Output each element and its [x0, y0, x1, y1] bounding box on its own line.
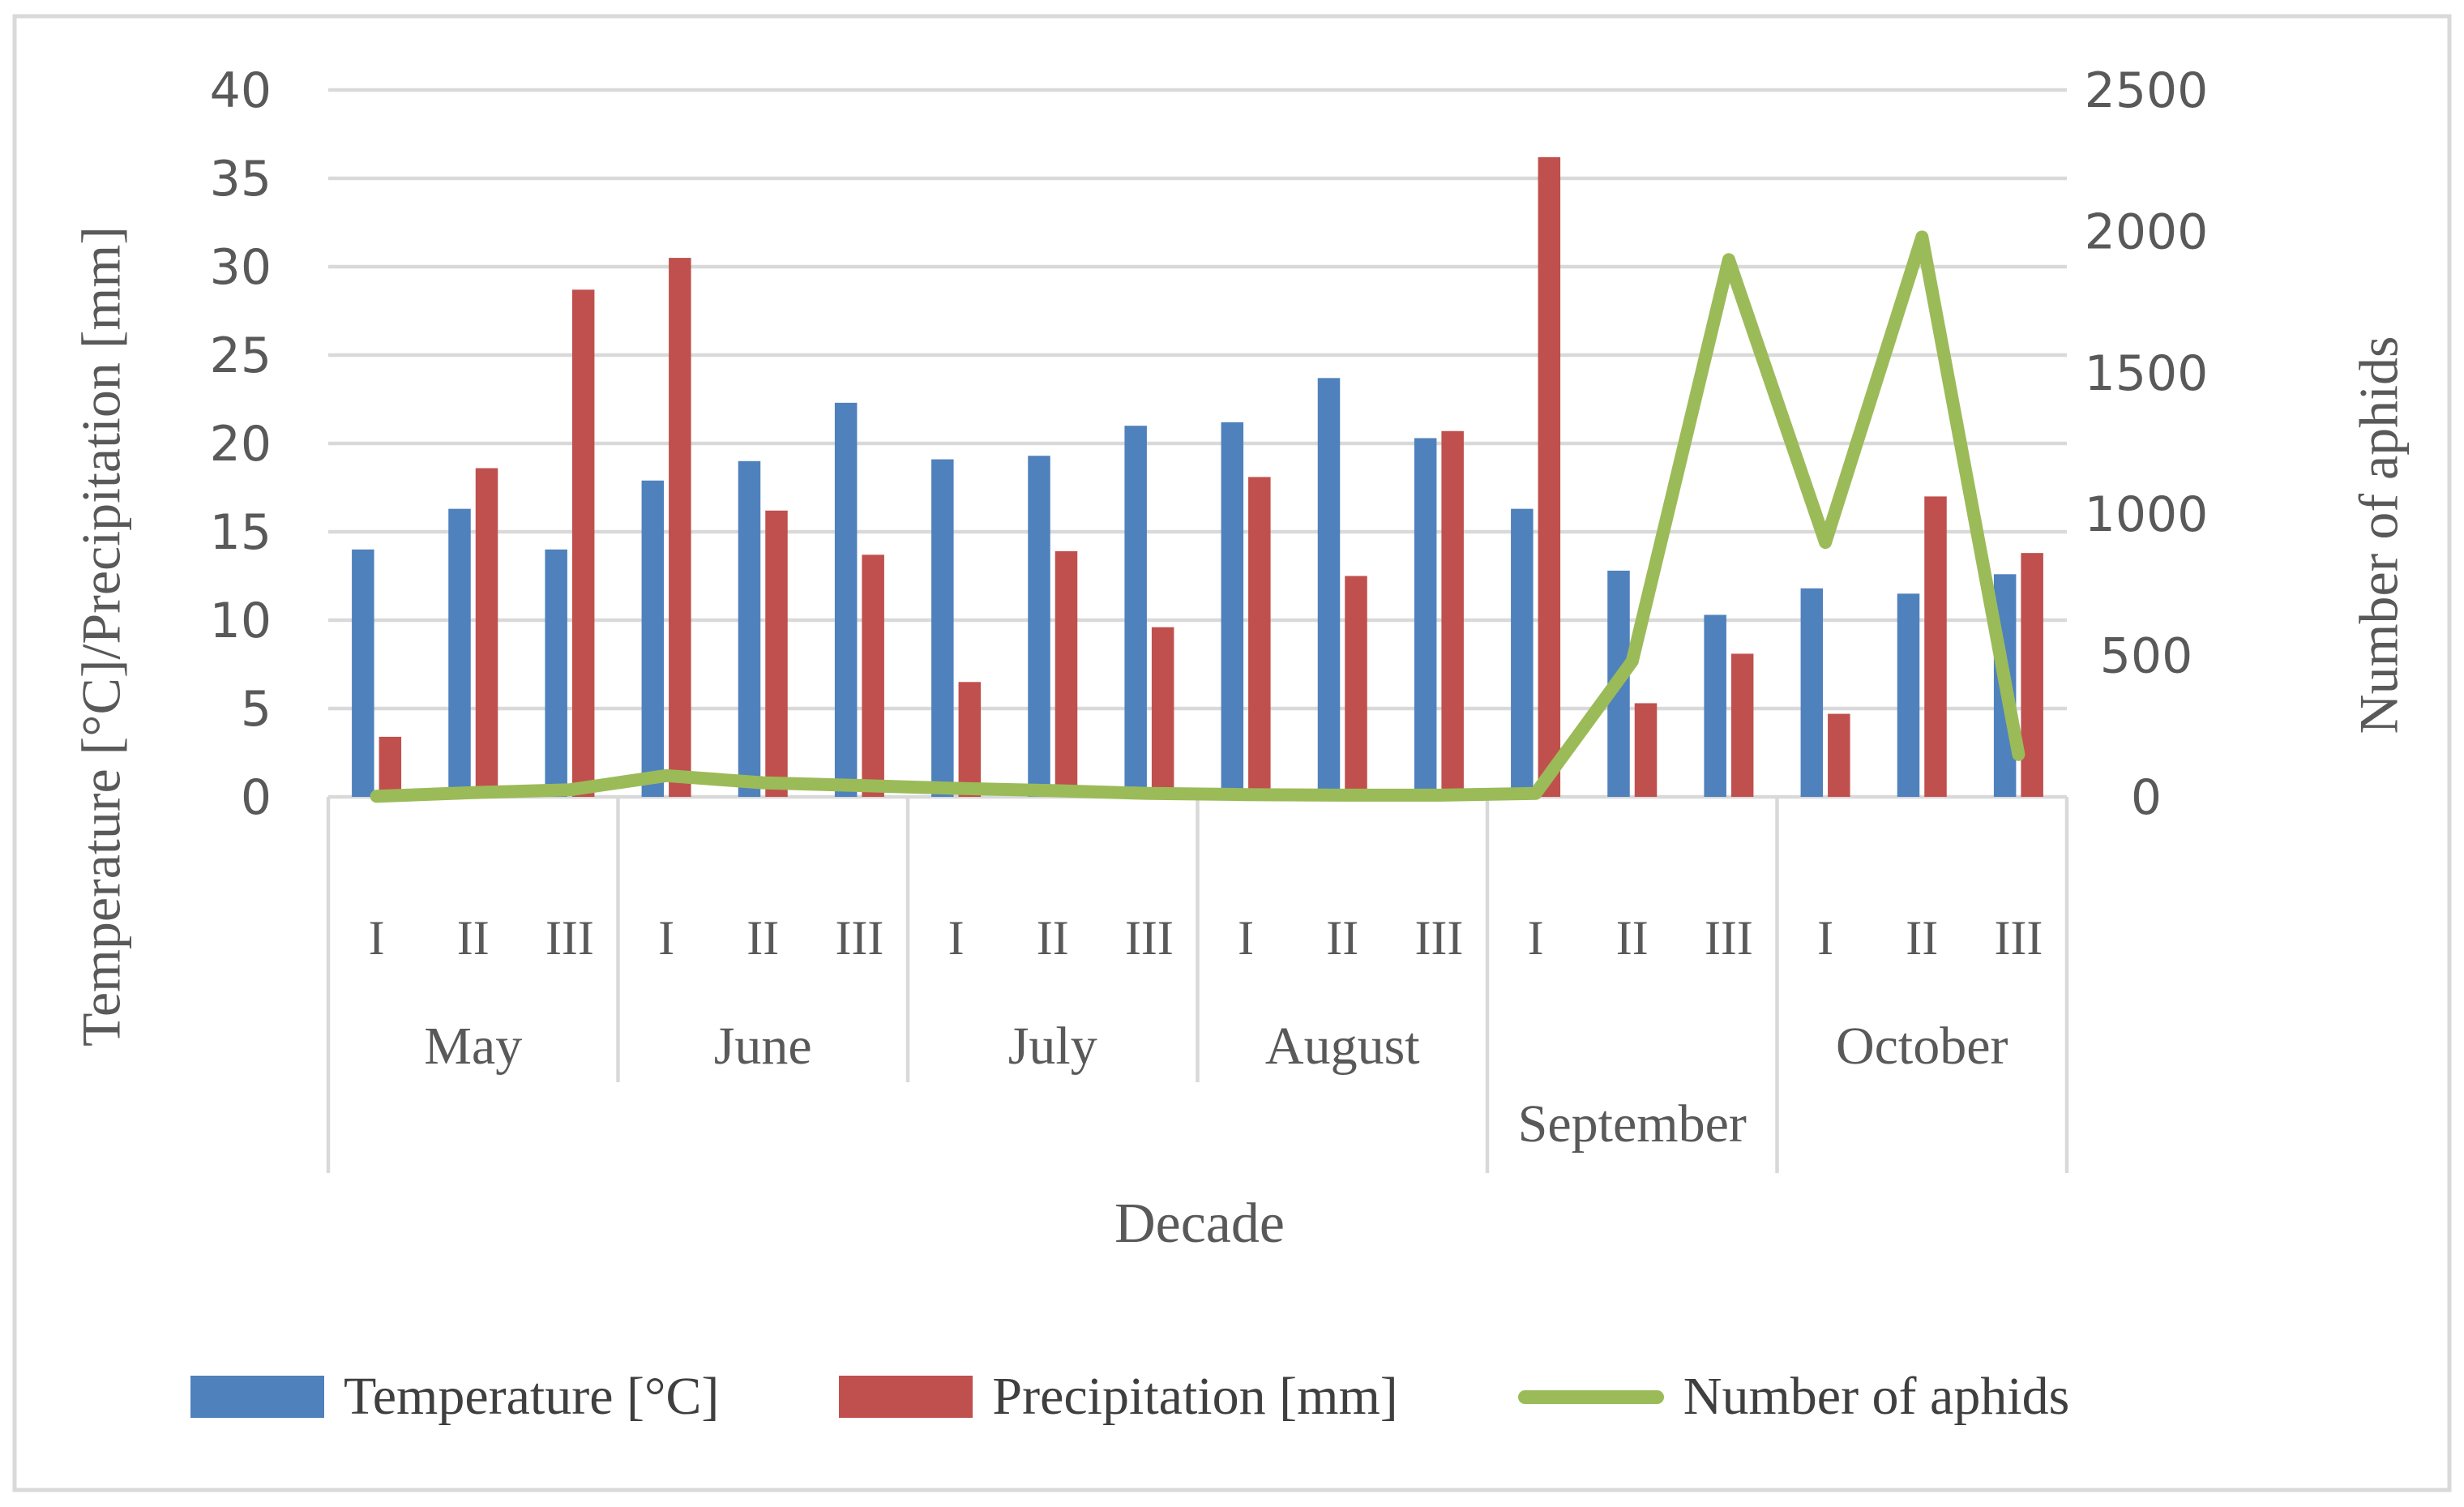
decade-label: III [1125, 911, 1174, 965]
precipitation-bar [958, 682, 982, 797]
month-label: July [1008, 1017, 1097, 1076]
temperature-bar [1414, 438, 1437, 797]
precipitation-bar [475, 468, 498, 797]
decade-label: II [1906, 911, 1938, 965]
precipitation-bar [2021, 553, 2043, 797]
temperature-swatch-icon [190, 1376, 324, 1418]
x-axis-title: Decade [1114, 1192, 1285, 1255]
temperature-bar [352, 549, 374, 797]
decade-label: I [1817, 911, 1833, 965]
precipitation-bar [571, 289, 595, 798]
legend-item-temperature: Temperature [°C] [190, 1366, 719, 1428]
legend-label-aphids: Number of aphids [1683, 1367, 2070, 1426]
decade-label: II [1037, 911, 1069, 965]
temperature-bar [1124, 426, 1147, 797]
precipitation-bar [669, 258, 691, 798]
decade-label: III [1994, 911, 2043, 965]
legend-label-temperature: Temperature [°C] [344, 1367, 720, 1426]
decade-label: II [746, 911, 779, 965]
temperature-bar [545, 549, 567, 797]
decade-label: III [1705, 911, 1753, 965]
month-label: June [714, 1017, 812, 1076]
decade-label: III [835, 911, 883, 965]
precipitation-bar [1538, 156, 1561, 798]
temperature-bar [1704, 614, 1726, 797]
month-label: May [424, 1017, 522, 1076]
month-label: October [1836, 1017, 2008, 1076]
precipitation-bar [1828, 713, 1850, 797]
left-axis-tick: 10 [210, 593, 272, 649]
left-axis-tick: 40 [210, 62, 272, 119]
precipitation-bar [1730, 653, 1754, 797]
temperature-bar [448, 508, 471, 797]
decade-label: I [1528, 911, 1544, 965]
left-axis-tick: 5 [241, 681, 272, 738]
left-axis-tick: 25 [210, 328, 272, 384]
decade-label: I [658, 911, 674, 965]
decade-label: II [1326, 911, 1358, 965]
right-axis-tick: 2500 [2085, 62, 2209, 119]
temperature-bar [1800, 588, 1824, 797]
legend-item-aphids: Number of aphids [1517, 1366, 2070, 1428]
precipitation-bar [379, 736, 402, 797]
left-axis-tick: 0 [241, 769, 272, 826]
left-axis-tick: 35 [210, 151, 272, 208]
temperature-bar [931, 459, 954, 797]
decade-label: I [948, 911, 965, 965]
temperature-bar [641, 480, 665, 797]
figure-border [12, 14, 2452, 1492]
aphids-line-swatch-icon [1517, 1389, 1664, 1404]
temperature-bar [1897, 593, 1920, 797]
decade-label: I [1238, 911, 1254, 965]
precipitation-bar [1924, 496, 1947, 797]
decade-label: I [369, 911, 385, 965]
right-axis-tick: 2000 [2085, 203, 2209, 260]
right-axis-tick: 1000 [2085, 486, 2209, 543]
decade-label: III [545, 911, 594, 965]
chart-legend: Temperature [°C] Precipitation [mm] Numb… [190, 1352, 2330, 1441]
precipitation-bar [1345, 576, 1367, 797]
decade-label: II [457, 911, 490, 965]
temperature-bar [1511, 508, 1534, 797]
left-axis-title: Temperature [°C]/Precipitation [mm] [70, 226, 132, 1047]
precipitation-bar [765, 510, 788, 797]
precipitation-bar [1634, 703, 1658, 797]
precipitation-bar [1151, 627, 1174, 797]
precipitation-bar [1054, 550, 1078, 797]
decade-label: III [1414, 911, 1463, 965]
temperature-bar [834, 402, 858, 797]
left-axis-tick: 15 [210, 504, 272, 561]
temperature-bar [738, 460, 761, 797]
aphids-line [370, 230, 2026, 803]
decade-label: II [1616, 911, 1649, 965]
month-label: August [1265, 1017, 1420, 1076]
right-axis-tick: 0 [2131, 769, 2162, 826]
precipitation-bar [1441, 430, 1464, 797]
legend-item-precipitation: Precipitation [mm] [839, 1366, 1398, 1428]
left-axis-tick: 20 [210, 416, 272, 473]
temperature-bar [1221, 422, 1244, 797]
precipitation-bar [1248, 477, 1271, 797]
temperature-bar [1028, 456, 1050, 797]
legend-label-precipitation: Precipitation [mm] [992, 1367, 1398, 1426]
left-axis-tick: 30 [210, 239, 272, 296]
right-axis-tick: 500 [2100, 628, 2193, 685]
right-axis-title: Number of aphids [2347, 336, 2410, 734]
precipitation-swatch-icon [839, 1376, 973, 1418]
precipitation-bar [862, 554, 884, 797]
right-axis-tick: 1500 [2085, 345, 2209, 402]
temperature-bar [1317, 378, 1341, 798]
month-label: September [1518, 1094, 1747, 1154]
